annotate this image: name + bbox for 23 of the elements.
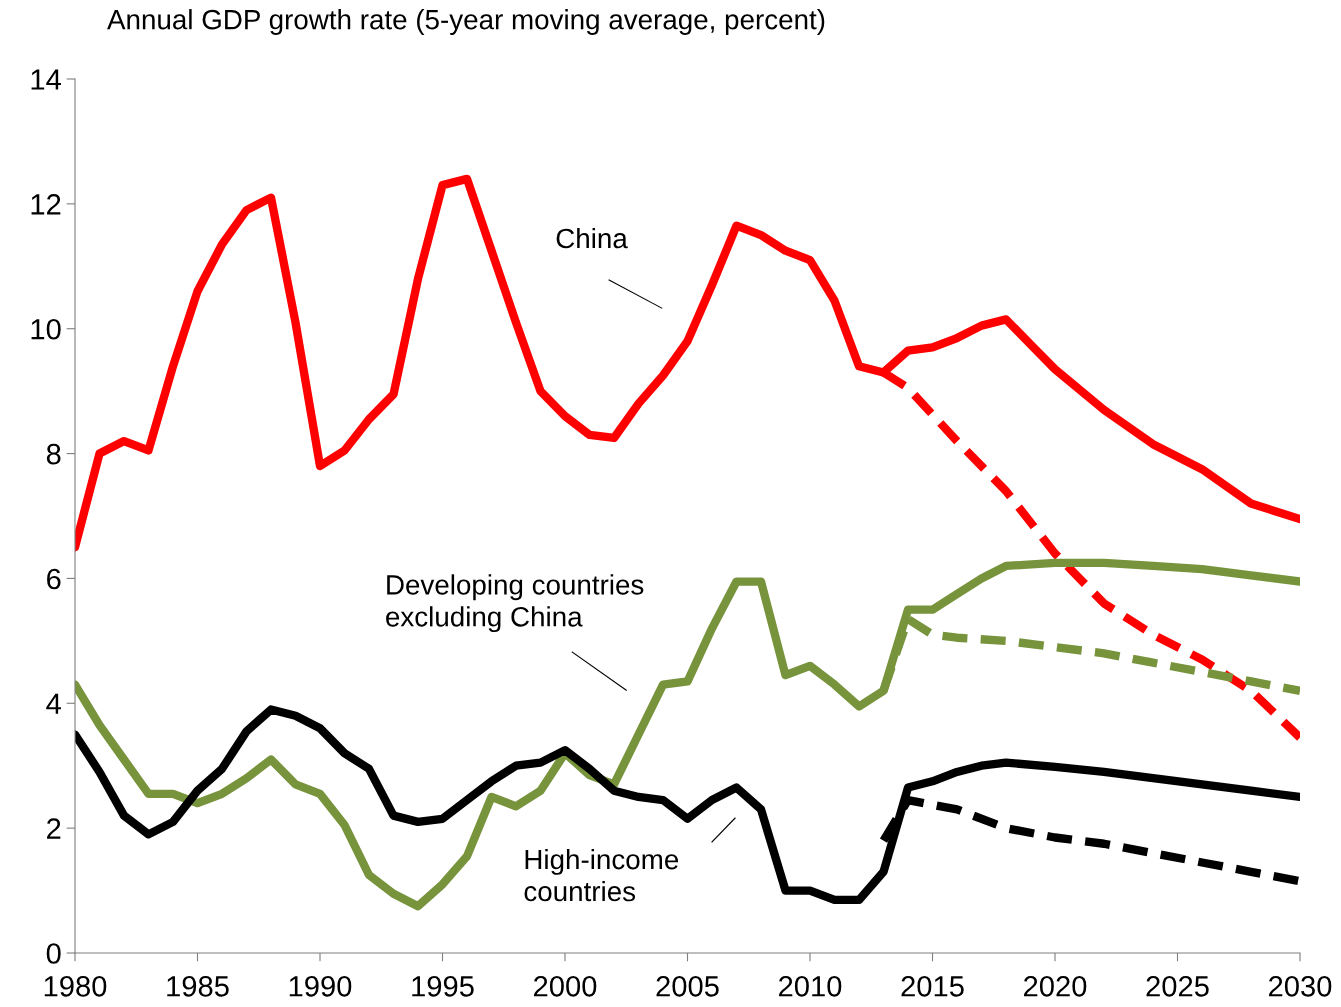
y-tick-label: 0: [46, 943, 61, 964]
x-tick-label: 2020: [1024, 975, 1087, 997]
y-tick-label: 12: [31, 194, 61, 215]
x-tick-label: 1980: [44, 975, 107, 997]
x-tick-label: 1995: [412, 975, 474, 997]
x-tick-label: 1985: [167, 975, 229, 997]
y-tick-label: 14: [31, 69, 61, 90]
y-tick-label: 10: [31, 318, 61, 340]
y-tick-label: 8: [46, 443, 61, 465]
x-tick-label: 2000: [534, 975, 597, 997]
text: Developing countries excluding China: [386, 574, 644, 633]
series-label: High-income countries: [524, 848, 679, 902]
y-tick-label: 6: [47, 568, 61, 590]
x-tick-label: 1990: [289, 975, 352, 997]
x-tick-label: 2010: [779, 975, 842, 997]
y-tick-label: 2: [47, 818, 61, 839]
y-tick-label: 4: [46, 693, 61, 714]
x-tick-label: 2015: [901, 975, 964, 997]
text: China: [556, 227, 628, 249]
chart-title: Annual GDP growth rate (5-year moving average, percent): [107, 9, 825, 35]
x-tick-label: 2025: [1146, 975, 1209, 997]
x-tick-label: 2030: [1269, 975, 1332, 997]
x-tick-label: 2005: [656, 975, 719, 997]
